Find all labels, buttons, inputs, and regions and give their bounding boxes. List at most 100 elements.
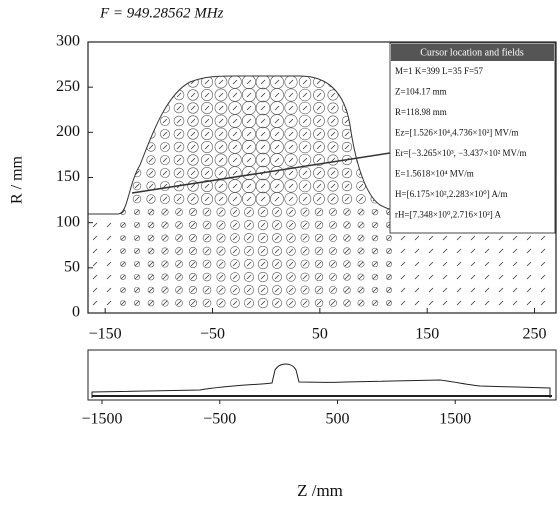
field-arrow: [372, 300, 378, 306]
field-arrow: [414, 235, 420, 241]
field-arrow: [344, 287, 350, 293]
field-circle: [341, 167, 353, 179]
field-arrow: [330, 183, 336, 189]
field-circle: [230, 272, 240, 282]
field-arrow: [372, 170, 378, 176]
field-arrow: [260, 300, 266, 306]
field-arrow: [176, 261, 182, 267]
field-circle: [187, 193, 199, 205]
field-arrow: [92, 196, 98, 202]
field-circle: [371, 234, 379, 242]
field-arrow: [260, 261, 266, 267]
field-arrow: [120, 274, 126, 280]
field-circle: [173, 128, 185, 140]
field-arrow: [330, 79, 336, 85]
field-circle: [386, 287, 392, 293]
x-tick-label: −50: [200, 326, 225, 343]
field-circle: [132, 155, 142, 165]
field-arrow: [190, 274, 196, 280]
field-circle: [357, 221, 365, 229]
field-arrow: [386, 287, 392, 293]
field-circle: [230, 298, 240, 308]
field-arrow: [190, 92, 196, 98]
field-arrow: [106, 105, 112, 111]
field-circle: [187, 89, 199, 101]
field-circle: [175, 234, 183, 242]
field-arrow: [302, 183, 308, 189]
field-circle: [202, 285, 212, 295]
field-arrow: [372, 261, 378, 267]
field-circle: [286, 207, 296, 217]
field-circle: [343, 234, 351, 242]
field-circle: [146, 194, 156, 204]
field-circle: [119, 78, 127, 86]
field-arrow: [274, 261, 280, 267]
field-arrow: [316, 274, 322, 280]
field-circle: [300, 285, 310, 295]
field-arrow: [274, 209, 280, 215]
field-circle: [132, 129, 142, 139]
field-arrow: [148, 170, 154, 176]
field-arrow: [92, 235, 98, 241]
field-circle: [160, 129, 170, 139]
field-arrow: [120, 183, 126, 189]
field-arrow: [372, 105, 378, 111]
field-arrow: [470, 287, 476, 293]
field-arrow: [190, 196, 196, 202]
field-circle: [91, 169, 99, 177]
field-arrow: [232, 118, 238, 124]
field-arrow: [400, 300, 406, 306]
field-circle: [243, 232, 255, 244]
field-arrow: [176, 170, 182, 176]
field-circle: [386, 274, 392, 280]
field-circle: [257, 297, 269, 309]
field-circle: [175, 273, 183, 281]
field-arrow: [232, 235, 238, 241]
field-arrow: [260, 287, 266, 293]
field-arrow: [344, 209, 350, 215]
field-arrow: [162, 261, 168, 267]
field-circle: [370, 168, 380, 178]
y-tick-label: 150: [56, 168, 80, 185]
field-circle: [173, 141, 185, 153]
box-frame: [389, 42, 556, 234]
field-circle: [230, 207, 240, 217]
field-circle: [314, 246, 324, 256]
field-arrow: [246, 235, 252, 241]
field-arrow: [316, 300, 322, 306]
overview-tick-label: 500: [325, 411, 349, 428]
field-arrow: [330, 196, 336, 202]
field-arrow: [512, 261, 518, 267]
field-arrow: [246, 209, 252, 215]
field-arrow: [512, 287, 518, 293]
field-arrow: [120, 92, 126, 98]
box-line: H=[6.175×10²,2.283×10⁰] A/m: [395, 189, 508, 199]
field-arrow: [498, 274, 504, 280]
field-circle: [241, 165, 257, 181]
field-arrow: [498, 261, 504, 267]
field-arrow: [204, 92, 210, 98]
field-arrow: [134, 300, 140, 306]
field-arrow: [204, 79, 210, 85]
field-arrow: [512, 248, 518, 254]
field-circle: [313, 180, 325, 192]
field-circle: [257, 206, 269, 218]
field-circle: [343, 299, 351, 307]
field-arrow: [316, 79, 322, 85]
field-circle: [343, 247, 351, 255]
field-arrow: [344, 274, 350, 280]
field-arrow: [176, 92, 182, 98]
field-arrow: [302, 118, 308, 124]
field-arrow: [288, 300, 294, 306]
field-arrow: [162, 235, 168, 241]
field-circle: [370, 142, 380, 152]
field-arrow: [190, 235, 196, 241]
field-circle: [91, 104, 99, 112]
field-circle: [214, 127, 228, 141]
field-arrow: [540, 261, 546, 267]
field-arrow: [288, 118, 294, 124]
field-circle: [257, 284, 269, 296]
field-circle: [160, 194, 170, 204]
field-circle: [327, 193, 339, 205]
field-circle: [329, 247, 337, 255]
